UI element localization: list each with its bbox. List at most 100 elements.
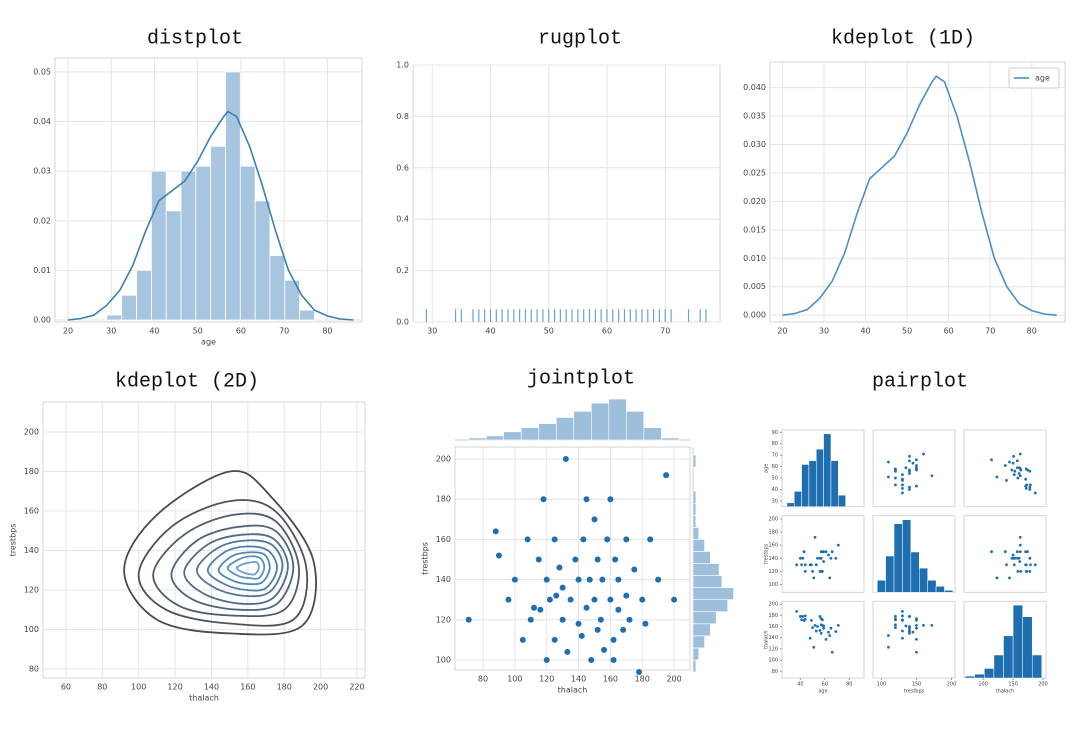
chart-title: rugplot [538,27,622,50]
scatter-point [930,623,934,627]
scatter-point [575,576,582,583]
scatter-point [530,604,537,611]
chart-title: pairplot [872,370,968,393]
x-tick-label: 80 [97,683,107,692]
histogram-bar [136,269,152,321]
scatter-point [1024,467,1028,471]
x-tick-label: 150 [912,682,922,688]
scatter-point [1033,491,1037,495]
scatter-point [1029,483,1032,487]
scatter-point [901,618,904,622]
histogram-bar [121,294,137,321]
scatter-point [556,564,563,571]
contour-line [137,499,309,627]
margin-bar [573,411,592,441]
scatter-point [800,563,803,567]
scatter-point [1024,484,1028,488]
scatter-point [631,566,638,573]
histogram-bar [254,200,271,321]
histogram-bar [106,314,123,321]
scatter-point [1028,485,1032,489]
scatter-point [901,629,904,633]
scatter-point [802,550,806,554]
y-tick-label: 0.04 [33,117,51,126]
scatter-point [816,625,819,628]
histogram-bar [180,170,197,321]
scatter-point [546,596,553,603]
y-tick-label: 70 [772,453,778,459]
histogram-bar [299,309,315,321]
scatter-point [626,616,633,623]
scatter-point [820,569,824,573]
histogram-bar [910,551,920,593]
scatter-point [803,614,807,618]
y-tick-label: 140 [436,575,451,584]
x-tick-label: 160 [240,683,255,692]
plot-area [781,515,865,593]
scatter-point [808,636,812,640]
y-tick-label: 100 [24,625,39,634]
margin-bar [692,551,711,564]
y-tick-label: 0.000 [743,311,766,320]
histogram-bar [830,460,839,507]
margin-bar [692,659,697,673]
scatter-point [1024,477,1028,481]
margin-bar [538,423,557,441]
scatter-point [583,496,590,503]
histogram-bar [816,448,824,507]
contour-line [152,512,300,618]
scatter-point [1015,466,1019,470]
x-tick-label: 180 [635,675,650,684]
scatter-point [623,536,630,543]
y-tick-label: 180 [436,495,451,504]
margin-bar [692,539,705,552]
scatter-point [594,556,601,563]
x-tick-label: 100 [131,683,146,692]
x-tick-label: 70 [279,327,289,336]
margin-bar [692,527,700,540]
scatter-point [904,466,908,470]
scatter-point [827,630,830,634]
contour-line [206,545,278,592]
scatter-point [803,569,807,573]
margin-bar [503,431,522,441]
scatter-point [1019,569,1023,573]
scatter-point [1011,461,1015,465]
contour-line [183,533,289,605]
x-tick-label: 140 [204,683,219,692]
scatter-point [818,629,822,632]
histogram-bar [964,675,976,679]
scatter-point [894,618,897,622]
y-tick-label: 180 [768,613,778,619]
scatter-point [1018,535,1022,539]
x-tick-label: 70 [660,327,670,336]
scatter-point [588,656,595,663]
histogram-bar [793,491,802,507]
y-tick-label: 140 [24,546,39,555]
scatter-point [1018,550,1022,554]
y-axis-label: thalach [764,630,770,649]
scatter-point [828,634,832,637]
scatter-point [809,563,813,567]
scatter-point [607,496,614,503]
scatter-point [540,496,547,503]
scatter-point [915,650,918,654]
y-tick-label: 100 [768,658,778,664]
chart-title: distplot [147,27,243,50]
scatter-point [505,596,512,603]
scatter-point [901,491,904,495]
x-tick-label: 30 [106,327,116,336]
scatter-point [894,623,897,627]
x-tick-label: 40 [797,682,803,688]
scatter-point [894,626,897,630]
scatter-point [798,556,802,560]
histogram-bar [993,654,1004,679]
scatter-point [894,483,897,487]
margin-bar [692,454,697,468]
scatter-point [578,632,585,639]
scatter-point [492,528,499,535]
scatter-point [543,576,550,583]
chart-title: kdeplot (2D) [115,370,259,393]
scatter-point [1005,563,1008,567]
scatter-point [887,645,890,649]
